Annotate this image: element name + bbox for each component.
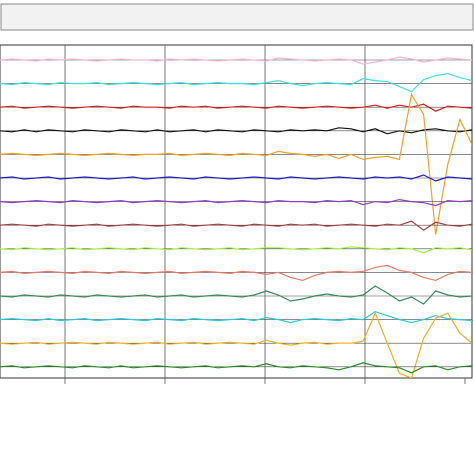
trace	[0, 310, 472, 324]
trace	[0, 56, 472, 65]
trace	[0, 311, 472, 378]
trace	[0, 174, 472, 182]
traces	[0, 56, 472, 378]
plot-area	[0, 44, 473, 379]
trace	[0, 362, 472, 374]
trace	[0, 198, 472, 207]
trace	[0, 92, 472, 235]
trace	[0, 127, 472, 135]
vertical-grid	[64, 45, 466, 384]
header-bar	[0, 3, 474, 31]
trace	[0, 220, 472, 231]
trace	[0, 72, 472, 93]
trace	[0, 246, 472, 254]
trace	[0, 285, 472, 305]
trace	[0, 103, 472, 112]
trace	[0, 264, 472, 282]
